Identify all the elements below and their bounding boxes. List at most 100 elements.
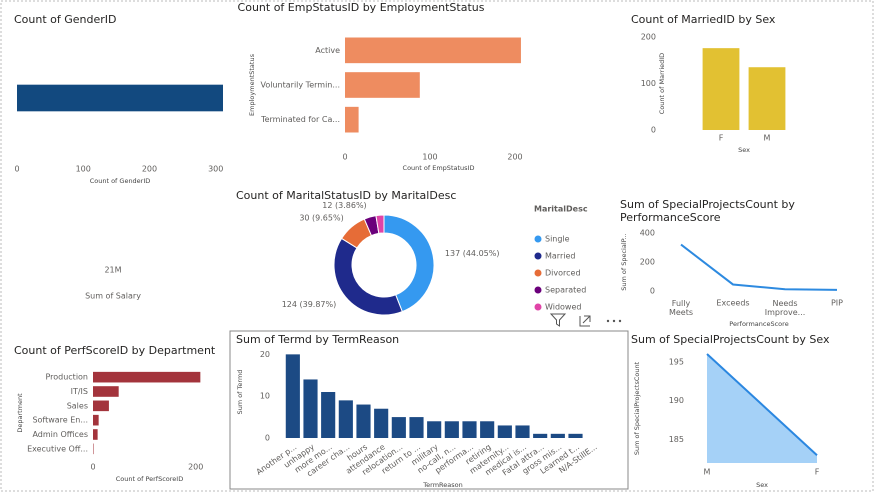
bar xyxy=(568,433,583,438)
x-axis-title: Sex xyxy=(756,481,768,489)
x-axis-title: Sex xyxy=(738,146,750,154)
y-tick-label: 0 xyxy=(650,287,655,296)
bar xyxy=(93,371,201,383)
y-tick-label: 200 xyxy=(640,258,655,267)
data-label: 124 (39.87%) xyxy=(282,300,337,309)
bar xyxy=(303,379,318,438)
bar xyxy=(497,425,512,438)
legend: MaritalDesc Single Married Divorced Separate… xyxy=(534,205,588,312)
legend-label: Married xyxy=(545,252,575,261)
bar xyxy=(444,421,459,438)
x-tick-label: 300 xyxy=(208,165,223,174)
legend-title: MaritalDesc xyxy=(534,205,588,214)
bar xyxy=(515,425,530,438)
y-tick-label: Executive Off... xyxy=(27,444,88,453)
x-tick-label: Needs Improve... xyxy=(765,299,806,317)
y-tick-label: 100 xyxy=(641,79,656,88)
chart-title: Count of PerfScoreID by Department xyxy=(14,344,216,357)
bar xyxy=(409,417,424,438)
more-options[interactable] xyxy=(606,319,622,323)
legend-label: Separated xyxy=(545,286,586,295)
y-axis-title: EmploymentStatus xyxy=(248,53,256,116)
bar xyxy=(345,72,420,98)
focus-icon[interactable] xyxy=(579,315,591,327)
y-tick-label: 190 xyxy=(669,396,684,405)
line xyxy=(680,243,838,291)
x-tick-label: M xyxy=(764,134,771,143)
bar xyxy=(285,354,300,438)
legend-swatch xyxy=(534,235,542,243)
data-label: 30 (9.65%) xyxy=(299,213,343,222)
y-tick-label: 185 xyxy=(669,435,684,444)
x-tick-label: M xyxy=(704,468,711,477)
x-tick-label: 200 xyxy=(507,153,522,162)
x-tick-label: 0 xyxy=(14,165,19,174)
x-axis-title: TermReason xyxy=(422,481,462,489)
card-label: Sum of Salary xyxy=(85,292,141,301)
x-tick-label: F xyxy=(719,134,724,143)
card-value: 21M xyxy=(104,266,121,275)
y-tick-label: 0 xyxy=(265,434,270,443)
y-tick-label: 195 xyxy=(669,357,684,366)
legend-label: Single xyxy=(545,235,570,244)
bar xyxy=(550,433,565,438)
y-axis-title: Sum of Termd xyxy=(236,370,244,415)
bar xyxy=(93,429,98,440)
chart-title: Count of GenderID xyxy=(14,13,117,26)
x-tick-label: 200 xyxy=(142,165,157,174)
bar xyxy=(93,386,119,397)
bar xyxy=(374,408,389,438)
y-tick-label: Voluntarily Termin... xyxy=(261,81,340,90)
y-tick-label: 20 xyxy=(260,350,270,359)
donut-slice xyxy=(375,214,385,234)
bar xyxy=(462,421,477,438)
y-tick-label: IT/IS xyxy=(71,387,88,396)
y-axis-title: Sum of SpecialProjectsCount xyxy=(633,361,641,455)
bar xyxy=(93,443,94,455)
x-tick-label: F xyxy=(815,468,820,477)
legend-swatch xyxy=(534,269,542,277)
line xyxy=(706,353,818,456)
y-tick-label: Admin Offices xyxy=(32,430,88,439)
filter-icon[interactable] xyxy=(549,313,567,327)
bar xyxy=(321,392,336,438)
y-tick-label: Terminated for Ca... xyxy=(260,115,340,124)
bar xyxy=(338,400,353,438)
chart-title: Sum of SpecialProjectsCount by Sex xyxy=(631,333,830,346)
donut-slice xyxy=(333,237,403,316)
bar xyxy=(748,67,786,130)
legend-swatch xyxy=(534,252,542,260)
y-tick-label: Software En... xyxy=(32,416,88,425)
x-axis-title: Count of EmpStatusID xyxy=(403,164,475,172)
x-axis-title: PerformanceScore xyxy=(729,320,788,328)
chart-title: Count of EmpStatusID by EmploymentStatus xyxy=(238,1,485,14)
y-axis-title: Sum of SpecialP... xyxy=(620,233,628,291)
x-tick-label: 0 xyxy=(342,153,347,162)
x-tick-label: 100 xyxy=(76,165,91,174)
x-tick-label: 0 xyxy=(90,463,95,472)
y-tick-label: Production xyxy=(45,373,88,382)
legend-label: Widowed xyxy=(545,303,581,312)
donut-slice xyxy=(383,214,435,313)
bar xyxy=(345,106,359,133)
y-tick-label: 0 xyxy=(651,126,656,135)
y-axis-title: Department xyxy=(16,393,24,433)
bar xyxy=(391,417,406,438)
x-tick-label: Fully Meets xyxy=(669,299,693,317)
bar xyxy=(427,421,442,438)
chart-title: Sum of Termd by TermReason xyxy=(236,333,399,346)
data-label: 12 (3.86%) xyxy=(322,201,366,210)
chart-title: Sum of SpecialProjectsCount by Performanc… xyxy=(620,198,795,224)
bar xyxy=(702,48,740,130)
data-label: 137 (44.05%) xyxy=(445,249,500,258)
selected-visual-frame[interactable] xyxy=(229,330,629,490)
y-axis-title: Count of MarriedID xyxy=(658,53,666,114)
bar xyxy=(356,404,371,438)
y-tick-label: Active xyxy=(315,46,340,55)
legend-swatch xyxy=(534,286,542,294)
bar xyxy=(345,37,521,64)
x-tick-label: 200 xyxy=(188,463,203,472)
y-tick-label: 10 xyxy=(260,392,270,401)
area xyxy=(707,354,817,463)
